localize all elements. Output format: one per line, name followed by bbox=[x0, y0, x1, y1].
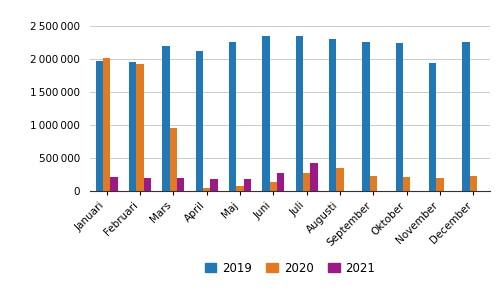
Bar bbox=[336, 168, 344, 191]
Bar bbox=[210, 179, 218, 191]
Bar bbox=[96, 61, 103, 191]
Bar bbox=[396, 43, 403, 191]
Bar bbox=[244, 179, 251, 191]
Bar bbox=[310, 163, 318, 191]
Bar bbox=[162, 46, 170, 191]
Bar bbox=[296, 36, 303, 191]
Bar bbox=[462, 42, 469, 191]
Legend: 2019, 2020, 2021: 2019, 2020, 2021 bbox=[200, 257, 380, 280]
Bar bbox=[103, 58, 110, 191]
Bar bbox=[144, 178, 151, 191]
Bar bbox=[470, 176, 477, 191]
Bar bbox=[370, 176, 377, 191]
Bar bbox=[170, 128, 177, 191]
Bar bbox=[277, 173, 284, 191]
Bar bbox=[270, 182, 277, 191]
Bar bbox=[429, 63, 436, 191]
Bar bbox=[229, 42, 236, 191]
Bar bbox=[129, 62, 136, 191]
Bar bbox=[203, 188, 210, 191]
Bar bbox=[136, 64, 143, 191]
Bar bbox=[362, 42, 370, 191]
Bar bbox=[177, 178, 184, 191]
Bar bbox=[403, 177, 410, 191]
Bar bbox=[196, 51, 203, 191]
Bar bbox=[110, 177, 117, 191]
Bar bbox=[262, 36, 270, 191]
Bar bbox=[436, 178, 444, 191]
Bar bbox=[303, 173, 310, 191]
Bar bbox=[329, 39, 336, 191]
Bar bbox=[236, 186, 244, 191]
